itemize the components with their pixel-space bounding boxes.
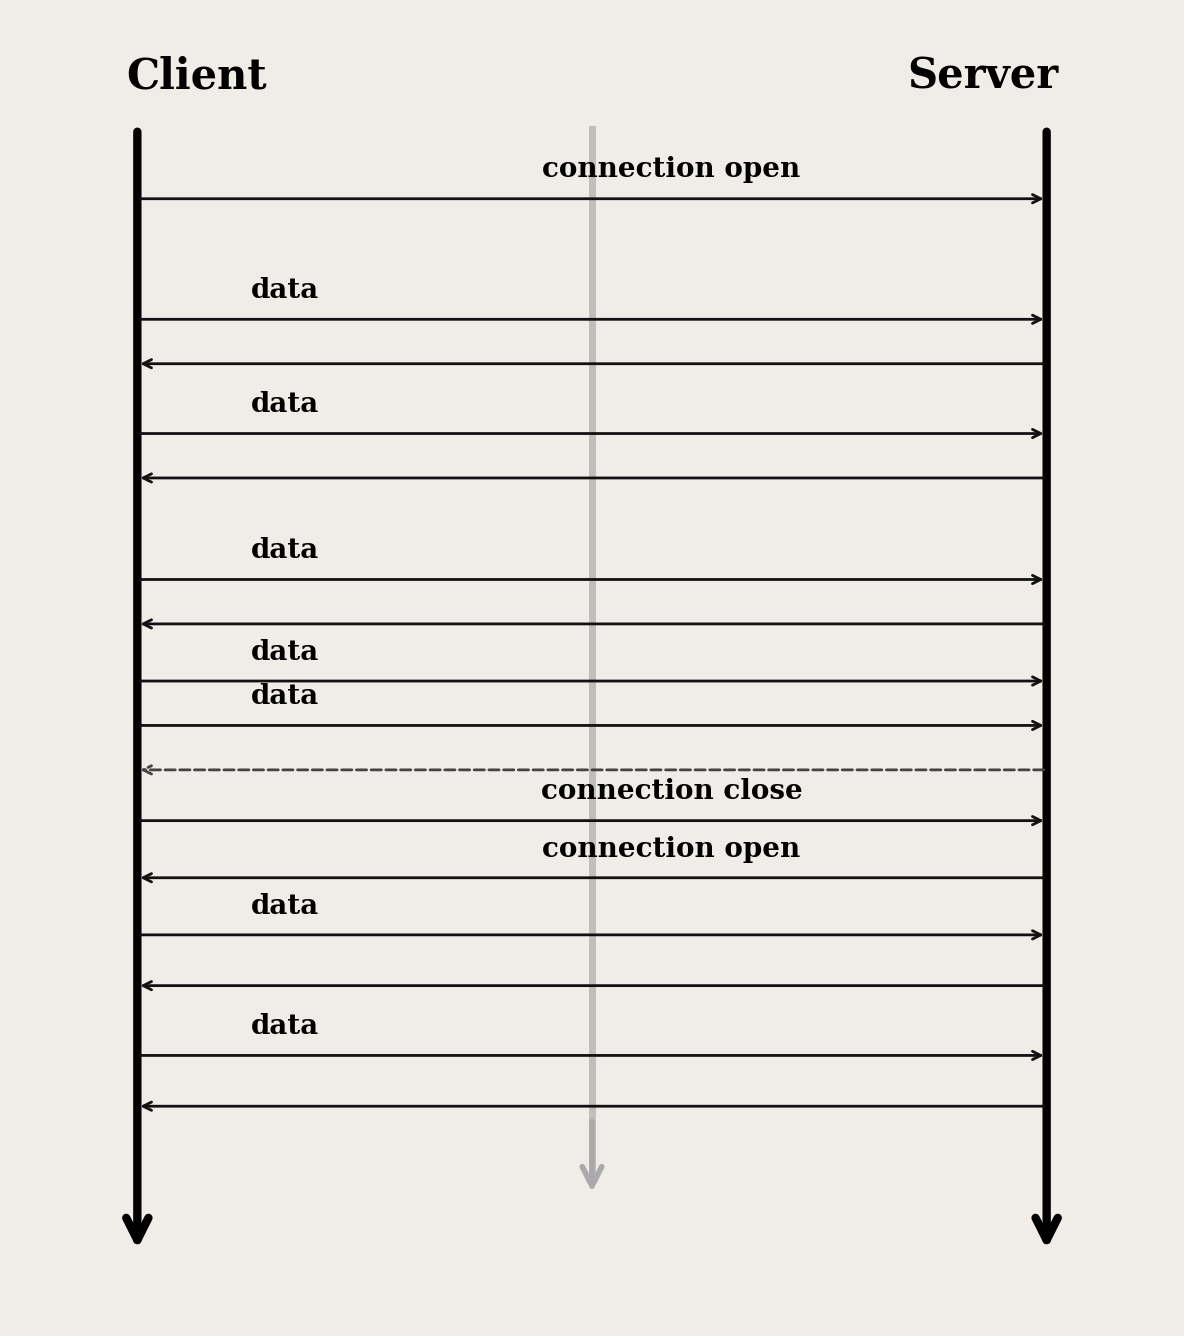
Text: data: data [251,277,320,305]
Text: connection close: connection close [541,779,803,806]
Text: Server: Server [907,55,1058,98]
Text: data: data [251,683,320,711]
Text: data: data [251,1013,320,1041]
Text: connection open: connection open [542,156,800,183]
Text: data: data [251,537,320,564]
Text: data: data [251,639,320,665]
Text: connection open: connection open [542,835,800,863]
Text: data: data [251,892,320,919]
Text: Client: Client [126,55,266,98]
Text: data: data [251,391,320,418]
